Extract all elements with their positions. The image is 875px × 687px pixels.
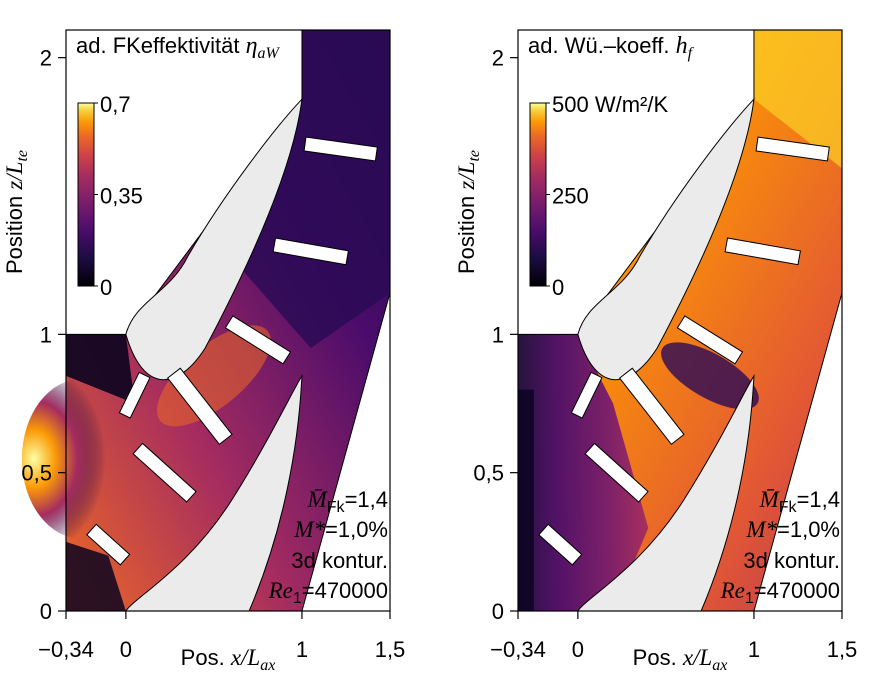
- y-axis-label: Position z/Lte: [2, 150, 31, 274]
- x-tick-label: 0: [572, 637, 584, 662]
- colorbar-unit-label: 500 W/m²/K: [552, 92, 668, 117]
- panel-2: −0,34 0 1 1,5 0 0,5 1 2 Pos. x/Lax Position z/Lte…: [454, 29, 858, 674]
- cooling-hole-rows: [538, 136, 830, 566]
- y-tick-label: 0,5: [473, 461, 504, 486]
- x-tick-label: −0,34: [490, 637, 546, 662]
- axes-frame: [65, 29, 391, 612]
- y-axis-label: Position z/Lte: [454, 150, 483, 274]
- panel-1: −0,34 0 1 1,5 0 0,5 1 2 Pos. x/Lax Position z/Lte…: [2, 29, 406, 674]
- colorbar-tick-label: 0,35: [100, 184, 143, 209]
- annotation-line: 3d kontur.: [743, 548, 840, 573]
- y-tick-label: 0: [40, 599, 52, 624]
- cooling-hole-rows: [86, 136, 378, 566]
- x-tick-label: 1,5: [827, 637, 858, 662]
- y-tick-label: 2: [492, 46, 504, 71]
- annotation-line: M*=1,0%: [293, 517, 388, 542]
- colorbar-tick-label: 250: [552, 184, 589, 209]
- panel-title: ad. Wü.–koeff. hf: [528, 33, 695, 62]
- colorbar-tick-label: 0,7: [100, 92, 131, 117]
- colorbar-tick-label: 0: [552, 275, 564, 300]
- colorbar: [529, 102, 547, 287]
- annotation-line: Re1=470000: [720, 578, 840, 607]
- y-tick-label: 1: [492, 322, 504, 347]
- x-axis-label: Pos. x/Lax: [181, 645, 276, 674]
- x-tick-label: 1: [296, 637, 308, 662]
- y-tick-label: 1: [40, 322, 52, 347]
- annotation-line: Re1=470000: [268, 578, 388, 607]
- y-tick-label: 0: [492, 599, 504, 624]
- colorbar-tick-label: 0: [100, 275, 112, 300]
- axes-frame: [517, 29, 843, 612]
- annotation-line: 3d kontur.: [291, 548, 388, 573]
- x-tick-label: 1,5: [375, 637, 406, 662]
- panel-title: ad. FKeffektivität ηaW: [76, 33, 280, 62]
- y-tick-label: 0,5: [21, 461, 52, 486]
- x-tick-label: 0: [120, 637, 132, 662]
- annotation-line: M̄Fk=1,4: [759, 487, 840, 516]
- x-tick-label: 1: [748, 637, 760, 662]
- annotation-line: M̄Fk=1,4: [307, 487, 388, 516]
- y-tick-label: 2: [40, 46, 52, 71]
- annotation-line: M*=1,0%: [745, 517, 840, 542]
- colorbar: [77, 102, 95, 287]
- x-tick-label: −0,34: [38, 637, 94, 662]
- x-axis-label: Pos. x/Lax: [633, 645, 728, 674]
